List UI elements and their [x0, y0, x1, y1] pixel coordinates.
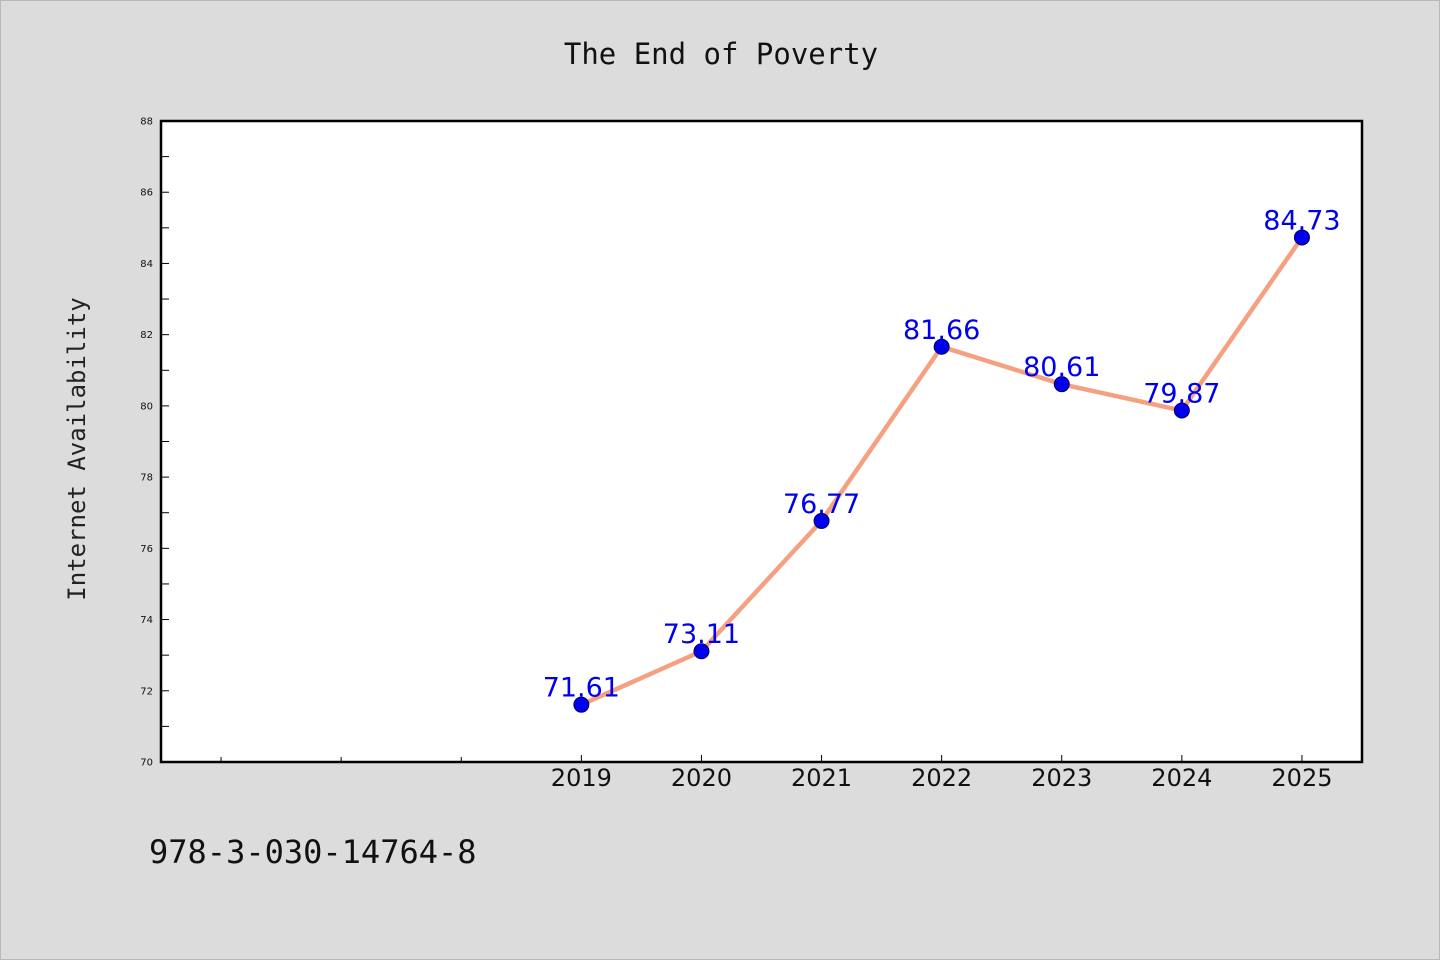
data-point — [1053, 376, 1070, 393]
data-labels: 71.61 73.11 76.77 81.66 80.61 79.87 84.73 — [543, 205, 1341, 703]
data-point — [1173, 402, 1190, 419]
y-tick-label: 70 — [140, 758, 153, 769]
y-tick-label: 84 — [140, 259, 153, 270]
data-label: 84.73 — [1263, 205, 1340, 236]
data-point — [573, 696, 590, 713]
data-label: 81.66 — [903, 315, 980, 346]
x-tick-label: 2025 — [1271, 764, 1332, 792]
y-tick-label: 88 — [140, 117, 153, 128]
data-label: 80.61 — [1023, 352, 1100, 383]
plot-area — [161, 121, 1362, 762]
data-point — [1293, 229, 1310, 246]
y-axis-label: Internet Availability — [63, 297, 91, 600]
data-point — [813, 512, 830, 529]
y-tick-label: 74 — [140, 615, 153, 626]
series-layer — [573, 229, 1310, 713]
isbn-footnote: 978-3-030-14764-8 — [149, 833, 477, 871]
data-point — [933, 338, 950, 355]
y-tick-label: 72 — [140, 686, 153, 697]
y-tick-label: 76 — [140, 544, 153, 555]
axes: 70 72 74 76 78 80 82 84 86 88 2019 2020 2021 2022 2023… — [140, 117, 1332, 793]
data-label: 73.11 — [663, 619, 740, 650]
y-tick-label: 82 — [140, 330, 153, 341]
y-tick-label: 86 — [140, 188, 153, 199]
x-tick-label: 2020 — [671, 764, 732, 792]
x-tick-label: 2024 — [1151, 764, 1212, 792]
data-label: 79.87 — [1143, 379, 1220, 410]
plot-frame — [159, 119, 1364, 764]
data-label: 71.61 — [543, 673, 620, 704]
data-label: 76.77 — [783, 489, 860, 520]
y-tick-label: 80 — [140, 401, 153, 412]
y-tick-label: 78 — [140, 473, 153, 484]
x-tick-label: 2023 — [1031, 764, 1092, 792]
x-tick-label: 2021 — [791, 764, 852, 792]
data-point — [693, 643, 710, 660]
x-tick-label: 2022 — [911, 764, 972, 792]
chart-title: The End of Poverty — [564, 37, 878, 71]
x-tick-label: 2019 — [551, 764, 612, 792]
